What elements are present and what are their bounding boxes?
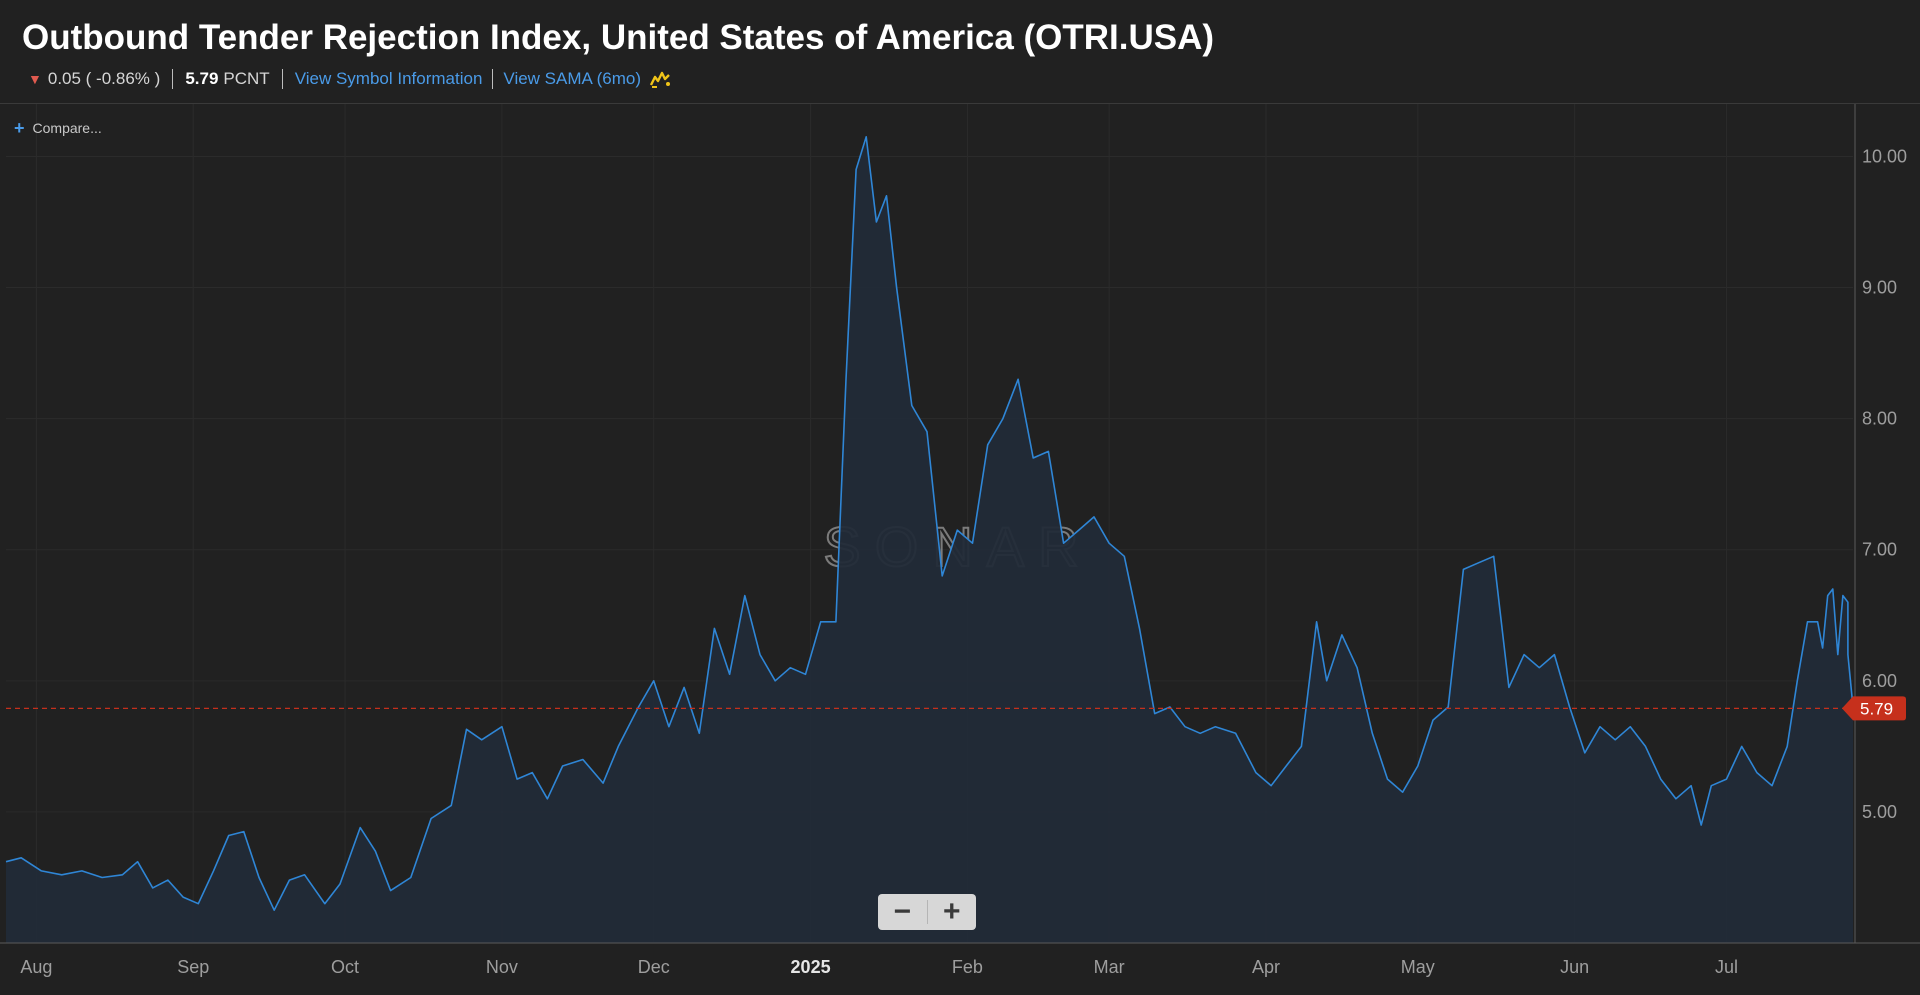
y-tick-label: 6.00 <box>1862 671 1897 691</box>
page-title: Outbound Tender Rejection Index, United … <box>22 18 1215 57</box>
x-tick-label: Apr <box>1252 957 1280 977</box>
x-tick-label: Jul <box>1715 957 1738 977</box>
last-value-tag-shape <box>1842 696 1906 721</box>
x-tick-label: Nov <box>486 957 518 977</box>
y-tick-label: 5.00 <box>1862 802 1897 822</box>
x-tick-label: Mar <box>1094 957 1125 977</box>
zoom-out-button[interactable]: − <box>893 895 912 928</box>
zoom-control: − + <box>878 894 976 930</box>
divider <box>281 69 283 89</box>
x-tick-label: Dec <box>638 957 670 977</box>
y-tick-label: 8.00 <box>1862 409 1897 429</box>
x-tick-label: Jun <box>1560 957 1589 977</box>
axes: 5.00 6.00 7.00 8.00 9.00 10.00 Aug Sep Oct Nov Dec… <box>0 104 1920 977</box>
down-arrow-icon: ▼ <box>28 71 42 87</box>
plus-icon: + <box>14 118 25 138</box>
last-value-tag: 5.79 <box>1842 696 1906 721</box>
compare-label: Compare... <box>32 120 102 136</box>
quote-info-bar: ▼ 0.05 ( -0.86% ) 5.79 PCNT View Symbol … <box>28 66 671 92</box>
last-value-label: 5.79 <box>1860 699 1893 718</box>
series-area <box>6 136 1853 944</box>
zoom-divider <box>926 900 928 924</box>
y-tick-label: 7.00 <box>1862 540 1897 560</box>
x-tick-label: May <box>1401 957 1435 977</box>
x-tick-label: Oct <box>331 957 359 977</box>
zoom-in-button[interactable]: + <box>942 895 961 928</box>
x-tick-label: 2025 <box>791 957 831 977</box>
x-tick-label: Sep <box>177 957 209 977</box>
change-value: 0.05 ( -0.86% ) <box>47 69 161 88</box>
series-line <box>5 136 1854 911</box>
chart-header: Outbound Tender Rejection Index, United … <box>0 0 1920 104</box>
price-unit: PCNT <box>223 69 270 88</box>
sama-chart-icon[interactable] <box>649 69 671 89</box>
divider <box>492 69 494 89</box>
compare-button[interactable]: + Compare... <box>14 119 102 137</box>
view-symbol-link[interactable]: View Symbol Information <box>294 69 483 88</box>
divider <box>172 69 174 89</box>
x-tick-label: Feb <box>952 957 983 977</box>
y-tick-label: 10.00 <box>1862 146 1907 166</box>
last-price: 5.79 <box>185 69 219 88</box>
view-sama-link[interactable]: View SAMA (6mo) <box>503 69 642 88</box>
y-tick-label: 9.00 <box>1862 278 1897 298</box>
x-tick-label: Aug <box>20 957 52 977</box>
